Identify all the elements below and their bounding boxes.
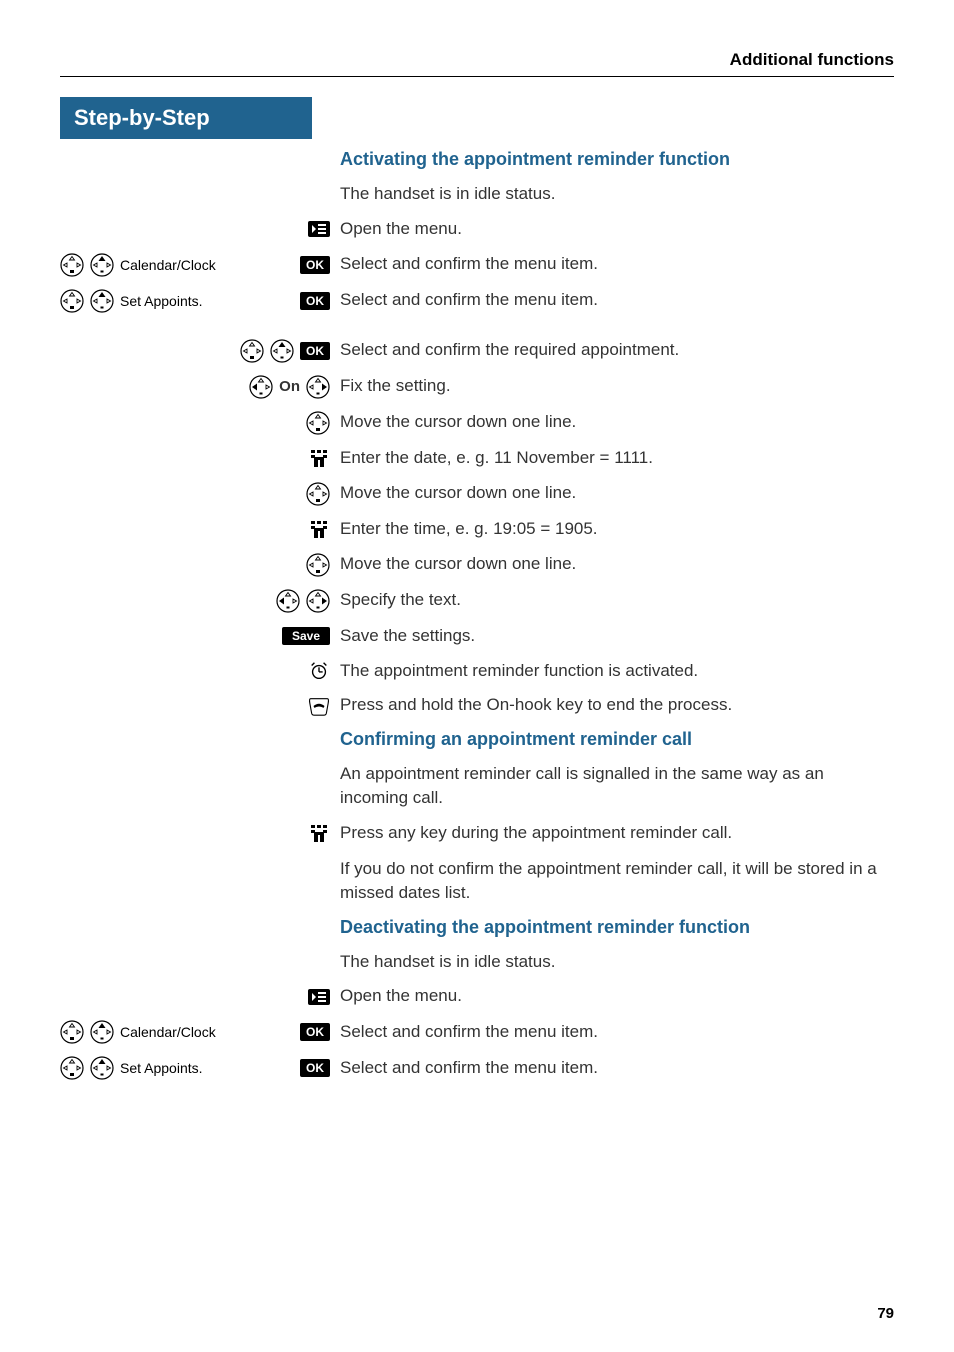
text-enter-time: Enter the time, e. g. 19:05 = 1905. (340, 518, 894, 541)
nav-down-icon (60, 1020, 84, 1044)
nav-up-icon (90, 253, 114, 277)
text-select-confirm: Select and confirm the menu item. (340, 253, 894, 276)
nav-right-icon (306, 589, 330, 613)
label-set-appoints: Set Appoints. (120, 1060, 203, 1076)
keypad-icon (308, 822, 330, 844)
alarm-icon (308, 660, 330, 682)
text-save-settings: Save the settings. (340, 625, 894, 648)
nav-down-icon (306, 411, 330, 435)
nav-right-icon (306, 375, 330, 399)
ok-badge: OK (300, 256, 330, 274)
ok-badge: OK (300, 292, 330, 310)
text-idle: The handset is in idle status. (340, 182, 894, 206)
text-select-confirm: Select and confirm the menu item. (340, 1057, 894, 1080)
text-open-menu: Open the menu. (340, 985, 894, 1008)
text-cursor-down: Move the cursor down one line. (340, 411, 894, 434)
text-idle: The handset is in idle status. (340, 950, 894, 974)
ok-badge: OK (300, 342, 330, 360)
label-set-appoints: Set Appoints. (120, 293, 203, 309)
nav-down-icon (60, 253, 84, 277)
text-signalled: An appointment reminder call is signalle… (340, 762, 894, 810)
label-on: On (279, 378, 300, 395)
nav-down-icon (60, 1056, 84, 1080)
ok-badge: OK (300, 1023, 330, 1041)
nav-down-icon (240, 339, 264, 363)
section-title-activating: Activating the appointment reminder func… (340, 149, 894, 170)
text-select-confirm: Select and confirm the menu item. (340, 289, 894, 312)
menu-icon (308, 221, 330, 237)
ok-badge: OK (300, 1059, 330, 1077)
keypad-icon (308, 447, 330, 469)
label-calendar-clock: Calendar/Clock (120, 257, 216, 273)
text-select-appt: Select and confirm the required appointm… (340, 339, 894, 362)
menu-icon (308, 989, 330, 1005)
nav-left-icon (276, 589, 300, 613)
keypad-icon (308, 518, 330, 540)
text-enter-date: Enter the date, e. g. 11 November = 1111… (340, 447, 894, 470)
nav-up-icon (90, 289, 114, 313)
page: Additional functions Step-by-Step Activa… (0, 0, 954, 1352)
step-by-step-header: Step-by-Step (60, 97, 312, 139)
text-press-any: Press any key during the appointment rem… (340, 822, 894, 845)
nav-down-icon (306, 553, 330, 577)
label-calendar-clock: Calendar/Clock (120, 1024, 216, 1040)
section-title-deactivating: Deactivating the appointment reminder fu… (340, 917, 894, 938)
onhook-icon (308, 695, 330, 717)
page-number: 79 (877, 1305, 894, 1322)
text-specify: Specify the text. (340, 589, 894, 612)
nav-up-icon (90, 1056, 114, 1080)
text-select-confirm: Select and confirm the menu item. (340, 1021, 894, 1044)
text-activated: The appointment reminder function is act… (340, 660, 894, 683)
save-badge: Save (282, 627, 330, 645)
section-title-confirming: Confirming an appointment reminder call (340, 729, 894, 750)
text-cursor-down: Move the cursor down one line. (340, 482, 894, 505)
nav-left-icon (249, 375, 273, 399)
text-end-process: Press and hold the On-hook key to end th… (340, 694, 894, 717)
nav-up-icon (90, 1020, 114, 1044)
text-cursor-down: Move the cursor down one line. (340, 553, 894, 576)
nav-down-icon (60, 289, 84, 313)
text-fix-setting: Fix the setting. (340, 375, 894, 398)
text-not-confirm: If you do not confirm the appointment re… (340, 857, 894, 905)
page-header: Additional functions (60, 50, 894, 77)
nav-down-icon (306, 482, 330, 506)
nav-up-icon (270, 339, 294, 363)
text-open-menu: Open the menu. (340, 218, 894, 241)
